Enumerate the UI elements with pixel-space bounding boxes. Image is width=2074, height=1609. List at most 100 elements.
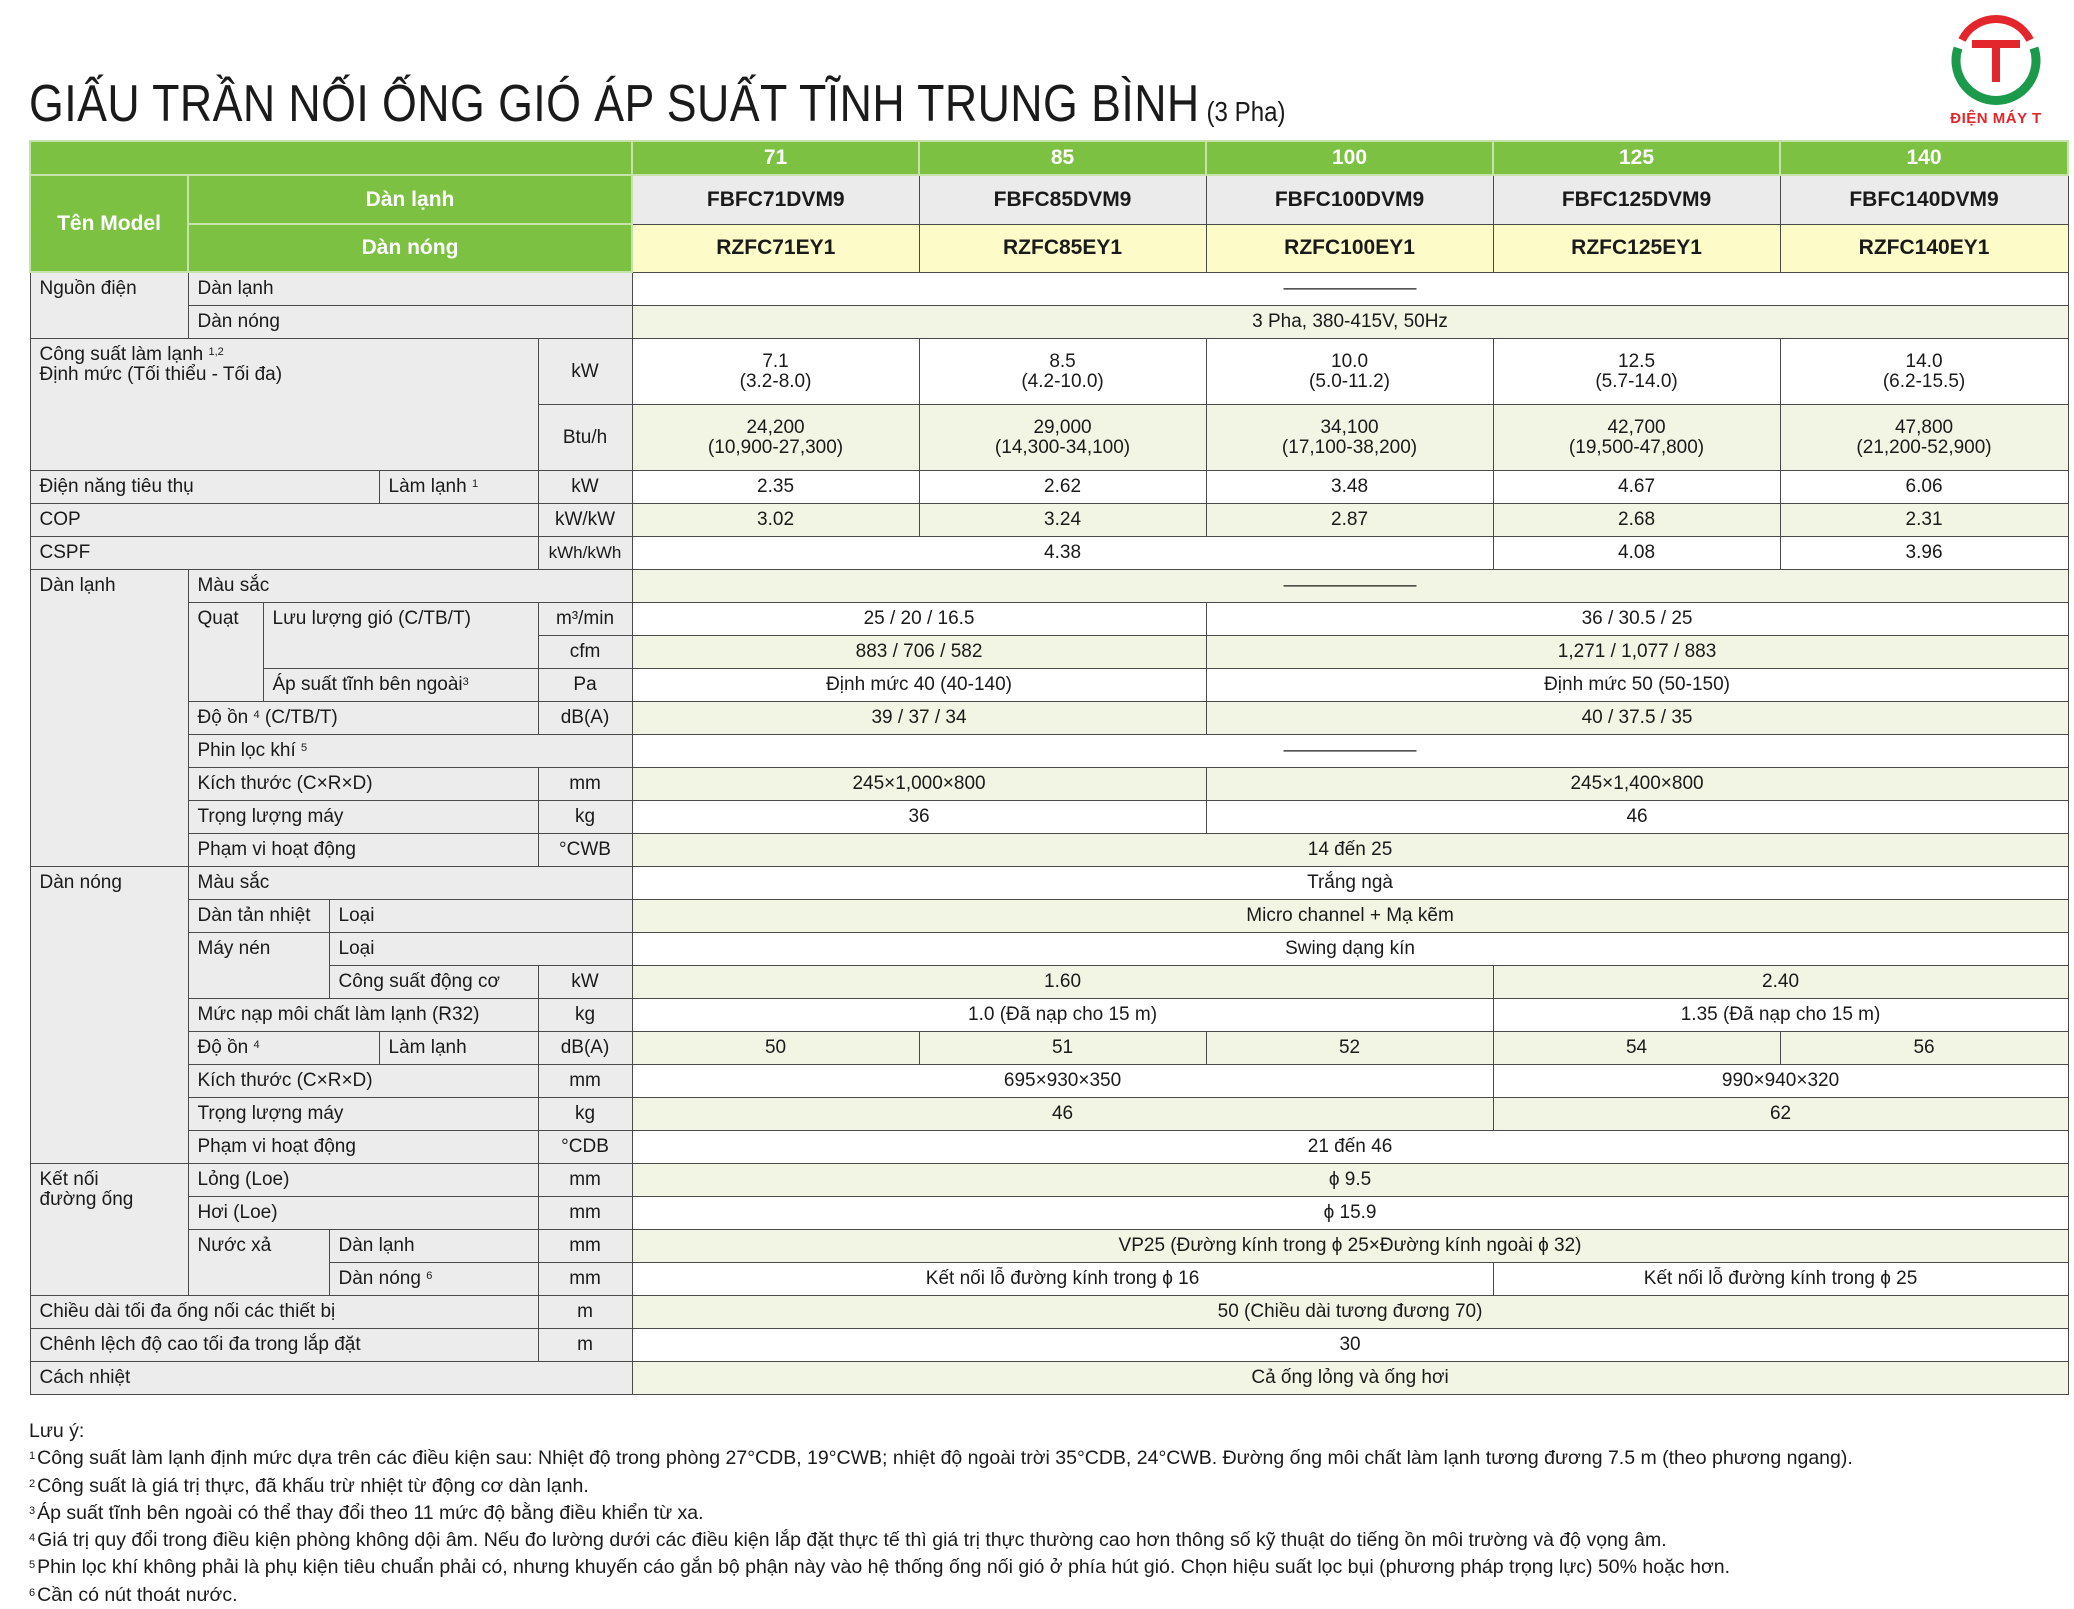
logo-icon [1951, 15, 2041, 105]
table-cell-label: Điện năng tiêu thụ [29, 470, 380, 504]
table-cell-label: Cách nhiệt [29, 1361, 633, 1395]
table-cell-value: 14.0 (6.2-15.5) [1779, 338, 2069, 405]
table-cell-label: Màu sắc [187, 569, 633, 603]
table-row: Công suất làm lạnh 1,2 Định mức (Tối thiể… [29, 338, 2069, 471]
table-cell-value: 3.96 [1779, 536, 2069, 570]
table-cell-label: Dàn nóng 6 [328, 1262, 539, 1296]
page-title: GIẤU TRẦN NỐI ỐNG GIÓ ÁP SUẤT TĨNH TRUNG… [29, 74, 1286, 134]
table-row: Áp suất tĩnh bên ngoài3 Pa Định mức 40 (… [30, 668, 2069, 702]
table-cell-label: Công suất làm lạnh 1,2 Định mức (Tối thiể… [29, 338, 539, 471]
table-cell-label: Máy nén [187, 932, 330, 999]
table-cell-value: 46 [1205, 800, 2069, 834]
table-row: Nguồn điện Dàn lạnh ——————— [29, 271, 2069, 339]
table-cell-unit: dB(A) [537, 701, 633, 735]
table-cell-label: Màu sắc [187, 866, 633, 900]
table-row: Phạm vi hoạt động °CWB 14 đến 25 [30, 833, 2069, 867]
table-cell-value: Micro channel + Mạ kẽm [631, 899, 2069, 933]
table-cell-label: Dàn nóng [29, 866, 189, 1164]
table-cell-value: 56 [1779, 1031, 2069, 1065]
table-cell-value: 990×940×320 [1492, 1064, 2069, 1098]
table-cell-label: Độ ồn 4 [187, 1031, 380, 1065]
table-cell-unit: mm [537, 1262, 633, 1296]
table-row: Trọng lượng máy kg 36 46 [30, 800, 2069, 834]
table-row: Nước xả Dàn lạnh mm VP25 (Đường kính tro… [30, 1229, 2069, 1296]
table-cell-unit: kW [537, 338, 633, 405]
footnote: 3 Áp suất tĩnh bên ngoài có thể thay đổi … [29, 1501, 704, 1524]
table-cell-unit: m [537, 1295, 633, 1329]
footnotes-heading: Lưu ý: [29, 1420, 85, 1442]
table-cell-label: Phạm vi hoạt động [187, 1130, 539, 1164]
table-cell-value: ——————— [631, 734, 2069, 768]
table-cell-value: 2.40 [1492, 965, 2069, 999]
capacity-125: 125 [1492, 140, 1782, 176]
table-cell-label: Làm lạnh 1 [378, 470, 539, 504]
capacity-71: 71 [631, 140, 921, 176]
table-row: Trọng lượng máy kg 46 62 [30, 1097, 2069, 1131]
table-row: Dàn lạnh Màu sắc ——————— [29, 569, 2069, 867]
table-cell-value: 62 [1492, 1097, 2069, 1131]
table-cell-unit: mm [537, 1163, 633, 1197]
table-row: Điện năng tiêu thụ Làm lạnh 1 kW 2.35 2.… [29, 470, 2069, 504]
table-cell-value: 14 đến 25 [631, 833, 2069, 867]
indoor-model: FBFC71DVM9 [631, 174, 920, 225]
table-cell-value: 54 [1492, 1031, 1781, 1065]
footnote: 1 Công suất làm lạnh định mức dựa trên cá… [29, 1447, 1853, 1470]
table-cell-unit: mm [537, 1229, 633, 1263]
outdoor-label: Dàn nóng [186, 223, 634, 273]
table-row: Dàn nóng Màu sắc Trắng ngà [29, 866, 2069, 1164]
table-cell-value: VP25 (Đường kính trong ϕ 25×Đường kính n… [631, 1229, 2069, 1263]
table-cell-unit: kW [537, 470, 633, 504]
table-row: Độ ồn 4 Làm lạnh dB(A) 50 51 52 54 56 [30, 1031, 2069, 1065]
table-cell-label: Quạt [187, 602, 264, 702]
table-row: Công suất động cơ kW 1.60 2.40 [30, 965, 2069, 999]
logo-text: ĐIỆN MÁY T [1950, 110, 2042, 127]
table-cell-value: 12.5 (5.7-14.0) [1492, 338, 1781, 405]
table-cell-value: 1,271 / 1,077 / 883 [1205, 635, 2069, 669]
table-cell-value: 40 / 37.5 / 35 [1205, 701, 2069, 735]
table-cell-label: Phạm vi hoạt động [187, 833, 539, 867]
footnote: 2 Công suất là giá trị thực, đã khấu trừ … [29, 1474, 589, 1497]
table-cell-label: Nước xả [187, 1229, 330, 1296]
table-cell-label: Độ ồn 4 (C/TB/T) [187, 701, 539, 735]
indoor-label: Dàn lạnh [186, 174, 634, 225]
table-cell-unit: kg [537, 800, 633, 834]
table-cell-value: 46 [631, 1097, 1494, 1131]
table-cell-value: 2.87 [1205, 503, 1494, 537]
table-cell-label: Trọng lượng máy [187, 800, 539, 834]
table-row: Kích thước (C×R×D) mm 695×930×350 990×94… [30, 1064, 2069, 1098]
table-cell-value: 29,000 (14,300-34,100) [918, 404, 1207, 471]
table-cell-label: Lỏng (Loe) [187, 1163, 539, 1197]
table-cell-value: 2.62 [918, 470, 1207, 504]
table-row: Hơi (Loe) mm ϕ 15.9 [30, 1196, 2069, 1230]
table-cell-label: Dàn lạnh [29, 569, 189, 867]
indoor-model: FBFC140DVM9 [1779, 174, 2069, 225]
table-cell-value: 25 / 20 / 16.5 [631, 602, 1207, 636]
table-row: Chiều dài tối đa ống nối các thiết bị m … [29, 1295, 2069, 1329]
table-cell-unit: kg [537, 998, 633, 1032]
table-cell-value: Trắng ngà [631, 866, 2069, 900]
table-cell-label: Phin lọc khí 5 [187, 734, 633, 768]
table-cell-unit: kW [537, 965, 633, 999]
table-cell-label: Mức nạp môi chất làm lạnh (R32) [187, 998, 539, 1032]
table-cell-label: Áp suất tĩnh bên ngoài3 [262, 668, 539, 702]
table-row: Phin lọc khí 5 ——————— [30, 734, 2069, 768]
table-cell-label: Lưu lượng gió (C/TB/T) [262, 602, 539, 669]
capacity-100: 100 [1205, 140, 1495, 176]
table-cell-unit: mm [537, 1196, 633, 1230]
indoor-model: FBFC85DVM9 [918, 174, 1207, 225]
table-cell-label: Dàn lạnh [187, 271, 633, 306]
table-cell-unit: °CWB [537, 833, 633, 867]
table-cell-value: 695×930×350 [631, 1064, 1494, 1098]
table-cell-value: 34,100 (17,100-38,200) [1205, 404, 1494, 471]
table-cell-value: 2.68 [1492, 503, 1781, 537]
table-cell-value: 52 [1205, 1031, 1494, 1065]
table-cell-value: 1.60 [631, 965, 1494, 999]
indoor-model: FBFC125DVM9 [1492, 174, 1781, 225]
table-cell-label: Kích thước (C×R×D) [187, 767, 539, 801]
table-cell-unit: kg [537, 1097, 633, 1131]
table-cell-value: 245×1,000×800 [631, 767, 1207, 801]
table-cell-unit: kWh/kWh [537, 536, 633, 570]
table-cell-label: Trọng lượng máy [187, 1097, 539, 1131]
table-cell-value: 3.24 [918, 503, 1207, 537]
table-row: Chênh lệch độ cao tối đa trong lắp đặt m… [29, 1328, 2069, 1362]
